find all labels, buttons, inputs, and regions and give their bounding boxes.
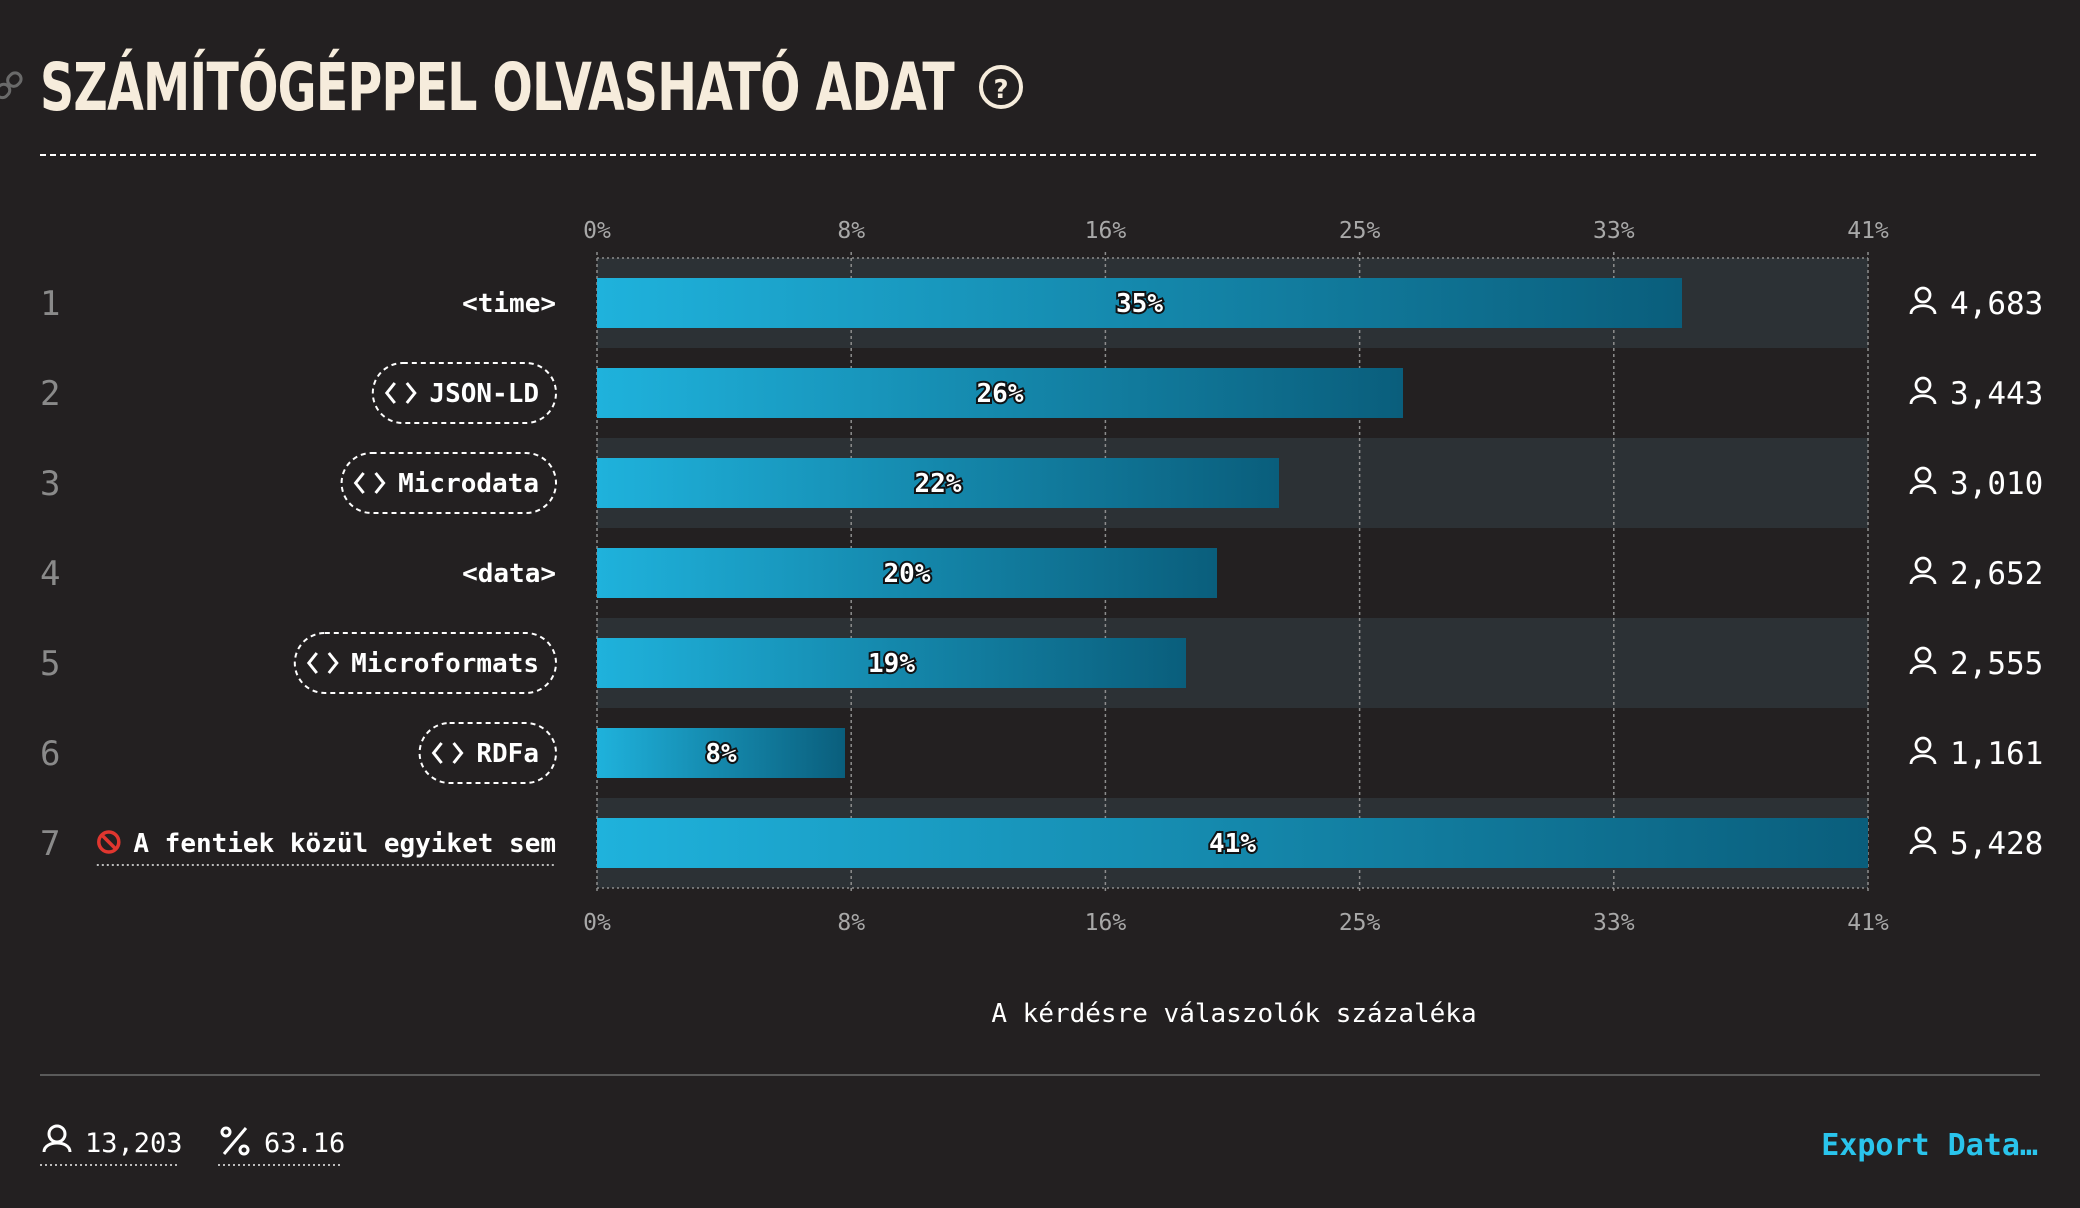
rank-label: 4: [40, 554, 60, 594]
svg-text:A fentiek közül egyiket sem: A fentiek közül egyiket sem: [133, 829, 556, 859]
category-label[interactable]: Microdata: [340, 452, 557, 514]
person-icon: [1909, 556, 1937, 585]
respondent-count: 3,010: [1950, 466, 2043, 502]
chart-row: 7 A fentiek közül egyiket sem 41% 5,428: [40, 818, 2043, 868]
tick-label-top: 16%: [1085, 218, 1127, 244]
chart-title: SZÁMÍTÓGÉPPEL OLVASHATÓ ADAT: [40, 48, 955, 126]
svg-text:RDFa: RDFa: [476, 739, 539, 769]
tick-label-top: 8%: [837, 218, 865, 244]
category-label[interactable]: Microformats: [293, 632, 557, 694]
svg-text:Microdata: Microdata: [398, 469, 539, 499]
category-label[interactable]: RDFa: [418, 722, 557, 784]
person-icon: [1909, 646, 1937, 675]
x-axis-ticks: 0% 0% 8% 8% 16% 16% 25% 25% 33% 33% 41% 41%: [583, 218, 1889, 936]
bar-value-label: 26%: [977, 379, 1024, 409]
tick-label-top: 0%: [583, 218, 611, 244]
x-axis-title: A kérdésre válaszolók százaléka: [991, 999, 1476, 1029]
rank-label: 1: [40, 284, 60, 324]
chart-row: 2 JSON-LD 26% 3,443: [40, 362, 2043, 424]
tick-label-bottom: 8%: [837, 910, 865, 936]
percent-stat[interactable]: 63.16: [218, 1126, 345, 1166]
bar-value-label: 20%: [884, 559, 931, 589]
person-icon: [42, 1124, 72, 1153]
category-label[interactable]: A fentiek közül egyiket sem: [96, 829, 556, 866]
code-brackets-icon: [306, 652, 339, 674]
chart-row: 3 Microdata 22% 3,010: [40, 452, 2043, 514]
bar[interactable]: [597, 278, 1682, 328]
rank-label: 5: [40, 644, 60, 684]
code-brackets-icon: [431, 742, 464, 764]
code-brackets-icon: [384, 382, 417, 404]
tick-label-bottom: 0%: [583, 910, 611, 936]
rank-label: 6: [40, 734, 60, 774]
export-data-link[interactable]: Export Data…: [1821, 1128, 2038, 1163]
person-icon: [1909, 826, 1937, 855]
person-icon: [1909, 376, 1937, 405]
percent-icon: [220, 1126, 250, 1156]
help-circle-icon[interactable]: ?: [979, 65, 1023, 109]
respondents-count: 13,203: [85, 1128, 183, 1159]
code-brackets-icon: [353, 472, 386, 494]
svg-text:JSON-LD: JSON-LD: [429, 379, 539, 409]
bar-value-label: 22%: [915, 469, 962, 499]
person-icon: [1909, 466, 1937, 495]
respondents-stat[interactable]: 13,203: [40, 1124, 183, 1166]
bar[interactable]: [597, 548, 1217, 598]
tick-label-bottom: 33%: [1593, 910, 1635, 936]
bar-value-label: 35%: [1116, 289, 1163, 319]
chart-row: 4 <data> 20% 2,652: [40, 548, 2043, 598]
bar[interactable]: [597, 458, 1279, 508]
bar-value-label: 8%: [705, 739, 737, 769]
svg-text:<time>: <time>: [462, 289, 556, 319]
chart-row: 6 RDFa 8% 1,161: [40, 722, 2043, 784]
tick-label-bottom: 25%: [1339, 910, 1381, 936]
bar-value-label: 19%: [868, 649, 915, 679]
rank-label: 7: [40, 824, 60, 864]
respondent-count: 2,555: [1950, 646, 2043, 682]
chart-row: 1 <time> 35% 4,683: [40, 278, 2043, 328]
respondent-count: 1,161: [1950, 736, 2043, 772]
respondent-count: 4,683: [1950, 286, 2043, 322]
bar[interactable]: [597, 728, 845, 778]
rank-label: 2: [40, 374, 60, 414]
tick-label-bottom: 16%: [1085, 910, 1127, 936]
bar[interactable]: [597, 818, 1868, 868]
tick-label-top: 25%: [1339, 218, 1381, 244]
respondent-count: 5,428: [1950, 826, 2043, 862]
svg-text:<data>: <data>: [462, 559, 556, 589]
prohibited-icon: [97, 830, 121, 854]
person-icon: [1909, 736, 1937, 765]
rank-label: 3: [40, 464, 60, 504]
tick-label-top: 33%: [1593, 218, 1635, 244]
tick-label-bottom: 41%: [1847, 910, 1889, 936]
person-icon: [1909, 286, 1937, 315]
link-icon[interactable]: [0, 70, 24, 100]
category-label: <data>: [462, 559, 556, 589]
bar-value-label: 41%: [1209, 829, 1256, 859]
chart-rows: 1 <time> 35% 4,683 2 JSON-LD 26% 3,443 3 Microdat…: [40, 278, 2043, 868]
chart-row: 5 Microformats 19% 2,555: [40, 632, 2043, 694]
bar[interactable]: [597, 638, 1186, 688]
respondent-count: 2,652: [1950, 556, 2043, 592]
category-label[interactable]: JSON-LD: [371, 362, 557, 424]
respondent-count: 3,443: [1950, 376, 2043, 412]
percent-value: 63.16: [264, 1128, 345, 1159]
category-label: <time>: [462, 289, 556, 319]
svg-text:Microformats: Microformats: [351, 649, 539, 679]
svg-text:?: ?: [993, 75, 1008, 105]
tick-label-top: 41%: [1847, 218, 1889, 244]
bar[interactable]: [597, 368, 1403, 418]
